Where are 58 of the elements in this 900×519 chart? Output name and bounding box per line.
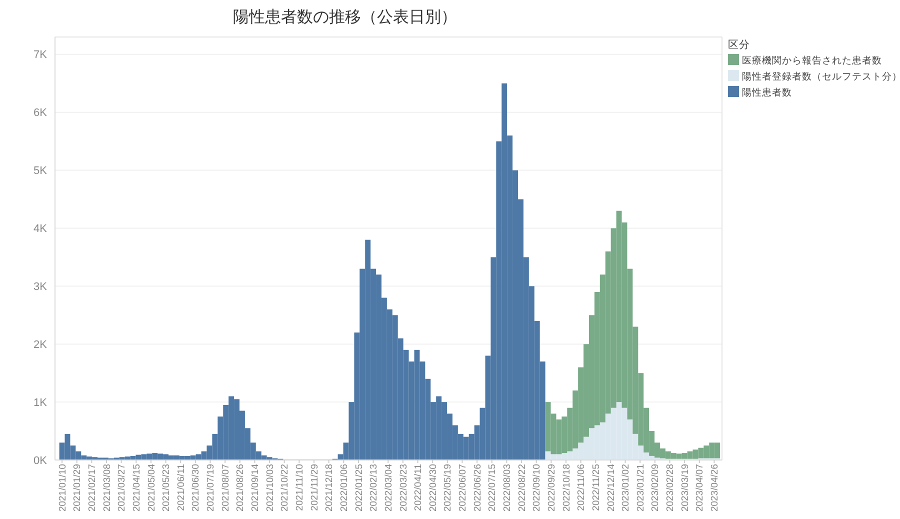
x-tick-label: 2022/06/07 (458, 464, 469, 512)
x-tick-label: 2021/10/22 (280, 464, 291, 512)
legend-label: 陽性者登録者数（セルフテスト分） (742, 70, 900, 82)
x-tick-label: 2021/08/07 (220, 464, 232, 512)
legend-label: 医療機関から報告された患者数 (742, 54, 882, 66)
x-tick-label: 2021/01/29 (72, 464, 84, 512)
x-tick-label: 2022/08/03 (502, 464, 514, 512)
x-tick-label: 2021/06/11 (176, 464, 187, 511)
x-tick-label: 2021/08/26 (235, 464, 246, 512)
x-tick-label: 2022/04/11 (413, 464, 424, 511)
chart-title: 陽性患者数の推移（公表日別） (233, 8, 457, 26)
x-tick-label: 2021/04/15 (131, 464, 142, 512)
x-tick-label: 2022/10/18 (561, 464, 572, 512)
legend-title: 区分 (728, 39, 750, 51)
x-tick-label: 2021/02/17 (86, 464, 98, 512)
x-tick-label: 2022/11/06 (576, 464, 588, 511)
x-tick-label: 2023/04/26 (710, 464, 721, 512)
y-tick-label: 6K (34, 107, 48, 120)
y-tick-label: 4K (34, 223, 48, 236)
x-tick-label: 2022/01/25 (354, 464, 365, 512)
x-tick-label: 2021/01/10 (57, 464, 68, 512)
x-tick-label: 2021/09/14 (250, 464, 262, 512)
x-tick-label: 2023/02/09 (650, 464, 662, 512)
x-tick-label: 2022/12/14 (606, 464, 617, 512)
x-tick-label: 2023/02/28 (665, 464, 676, 512)
x-tick-label: 2022/05/19 (442, 464, 454, 512)
x-tick-label: 2022/09/29 (546, 464, 558, 512)
x-tick-label: 2022/07/15 (487, 464, 498, 512)
x-tick-label: 2022/09/10 (532, 464, 543, 512)
x-tick-label: 2021/05/04 (146, 464, 158, 512)
x-tick-label: 2023/01/21 (635, 464, 646, 512)
x-tick-label: 2022/11/25 (590, 464, 602, 511)
y-tick-label: 1K (34, 396, 48, 409)
x-tick-label: 2022/08/22 (516, 464, 528, 512)
x-tick-label: 2022/06/26 (472, 464, 484, 512)
y-tick-label: 2K (34, 338, 48, 351)
x-tick-label: 2022/02/13 (368, 464, 380, 512)
x-tick-label: 2021/03/27 (116, 464, 128, 512)
y-tick-label: 0K (34, 454, 48, 467)
y-tick-label: 3K (34, 281, 48, 294)
x-tick-label: 2023/01/02 (620, 464, 632, 512)
x-tick-label: 2021/03/08 (102, 464, 113, 512)
legend-label: 陽性患者数 (742, 86, 792, 98)
x-tick-label: 2021/05/23 (161, 464, 172, 512)
x-tick-label: 2022/03/04 (383, 464, 394, 512)
x-tick-label: 2023/03/19 (680, 464, 691, 512)
x-tick-label: 2022/03/23 (398, 464, 410, 512)
y-tick-label: 5K (34, 165, 48, 178)
x-tick-label: 2021/06/30 (190, 464, 202, 512)
x-tick-label: 2021/11/29 (309, 464, 320, 511)
x-tick-label: 2021/07/19 (206, 464, 217, 512)
x-tick-label: 2021/12/18 (324, 464, 336, 512)
x-tick-label: 2021/11/10 (294, 464, 306, 511)
x-tick-label: 2022/01/06 (338, 464, 350, 512)
x-tick-label: 2023/04/07 (694, 464, 706, 512)
x-tick-label: 2022/04/30 (428, 464, 439, 512)
x-tick-label: 2021/10/03 (264, 464, 276, 512)
y-tick-label: 7K (34, 49, 48, 62)
